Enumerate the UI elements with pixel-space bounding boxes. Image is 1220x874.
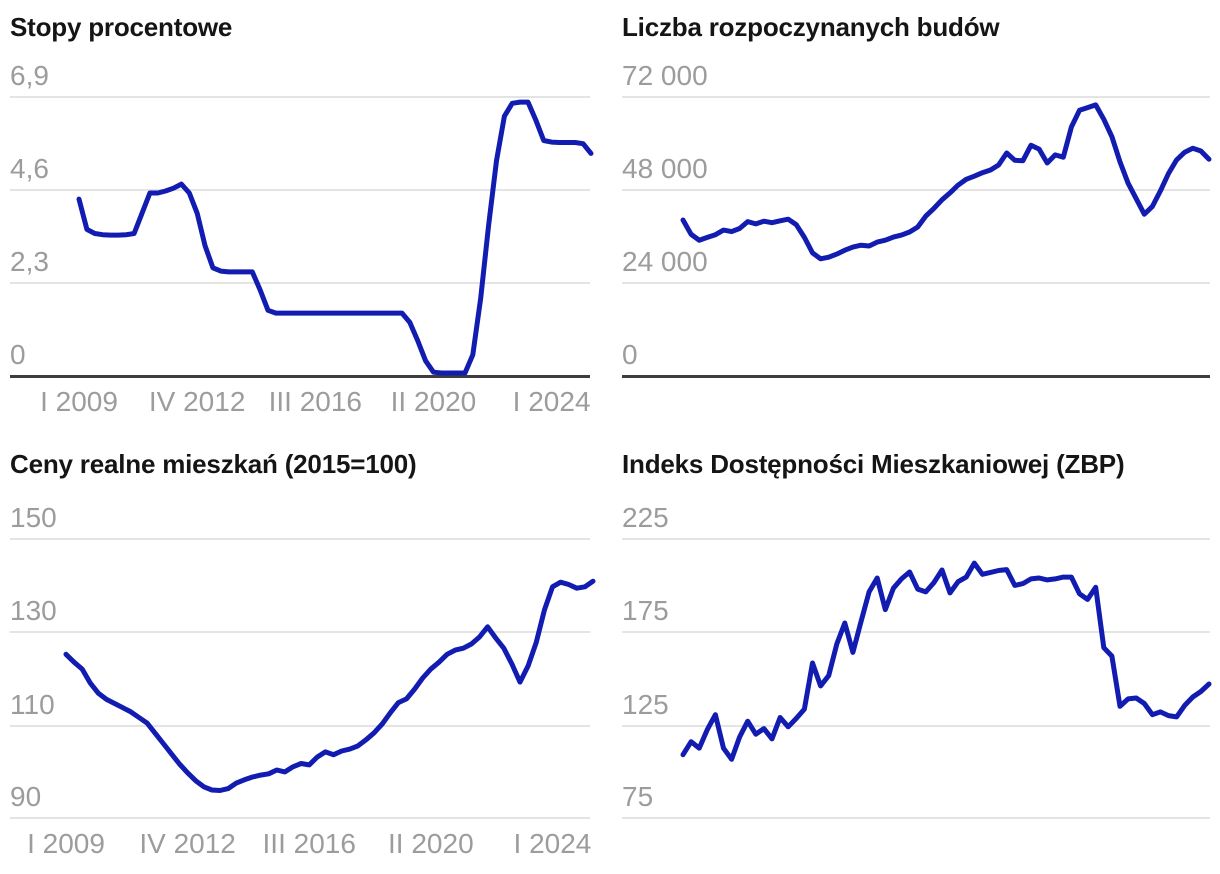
gridline (622, 538, 1210, 540)
y-tick-label: 2,3 (10, 245, 49, 277)
gridline (10, 817, 590, 819)
y-tick-label: 24 000 (622, 245, 708, 277)
x-tick-label: III 2016 (262, 828, 356, 859)
gridline (622, 724, 1210, 727)
gridline (10, 631, 590, 633)
chart-title: Indeks Dostępności Mieszkaniowej (ZBP) (622, 449, 1125, 479)
gridline (10, 96, 590, 98)
x-tick-label: II 2020 (390, 386, 477, 417)
y-tick-label: 225 (622, 502, 669, 533)
y-tick-label: 175 (622, 595, 669, 626)
y-tick-label: 4,6 (10, 152, 49, 184)
x-tick-label: I 2024 (513, 828, 592, 859)
series-line (680, 560, 1212, 762)
x-tick-label: I 2024 (512, 386, 591, 417)
y-tick-label: 0 (622, 339, 638, 370)
x-axis-line (10, 375, 590, 378)
y-tick-label: 90 (10, 781, 42, 812)
gridline (10, 724, 590, 727)
gridline (622, 96, 1210, 98)
y-tick-label: 125 (622, 688, 669, 720)
series-line (680, 102, 1212, 262)
x-tick-label: IV 2012 (139, 828, 236, 859)
gridline (622, 188, 1210, 191)
chart-title: Ceny realne mieszkań (2015=100) (10, 449, 417, 479)
x-tick-label: II 2020 (388, 828, 474, 859)
y-tick-label: 130 (10, 595, 57, 626)
gridline (10, 188, 590, 191)
y-tick-label: 6,9 (10, 60, 49, 91)
x-tick-label: I 2009 (27, 828, 105, 859)
gridline (622, 631, 1210, 633)
y-tick-label: 150 (10, 502, 57, 533)
y-tick-label: 0 (10, 339, 26, 370)
chart-title: Stopy procentowe (10, 12, 233, 42)
series-line (76, 99, 594, 376)
gridline (622, 817, 1210, 819)
x-tick-label: IV 2012 (148, 386, 246, 417)
y-tick-label: 75 (622, 781, 654, 812)
gridline (622, 281, 1210, 284)
x-tick-label: III 2016 (268, 386, 362, 417)
y-tick-label: 72 000 (622, 60, 708, 91)
x-axis-line (622, 375, 1210, 378)
gridline (10, 538, 590, 540)
y-tick-label: 110 (10, 688, 55, 720)
y-tick-label: 48 000 (622, 152, 708, 184)
gridline (10, 281, 590, 284)
series-line (63, 578, 596, 793)
x-tick-label: I 2009 (40, 386, 118, 417)
chart-title: Liczba rozpoczynanych budów (622, 12, 1000, 42)
